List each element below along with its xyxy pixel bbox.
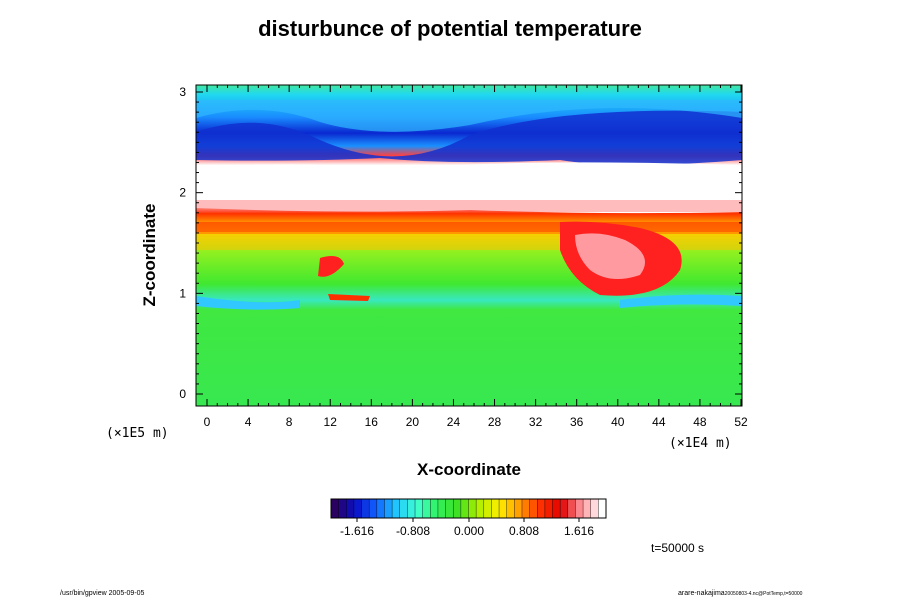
colorbar-cell bbox=[338, 499, 347, 518]
y-tick-label: 2 bbox=[179, 186, 186, 200]
heatmap-field bbox=[196, 85, 742, 406]
x-tick-label: 36 bbox=[570, 415, 584, 429]
colorbar-cell bbox=[415, 499, 424, 518]
colorbar-cell bbox=[361, 499, 370, 518]
colorbar-cell bbox=[544, 499, 554, 518]
colorbar-cell bbox=[346, 499, 355, 518]
colorbar-cell bbox=[590, 499, 599, 518]
x-tick-label: 28 bbox=[488, 415, 502, 429]
footer-right: arare-nakajima20050803-4.nc@PotTemp,t=50… bbox=[678, 590, 802, 597]
colorbar-cell bbox=[560, 499, 569, 518]
colorbar-cell bbox=[384, 499, 393, 518]
colorbar-cell bbox=[521, 499, 531, 518]
x-axis-label: X-coordinate bbox=[417, 460, 521, 479]
x-tick-label: 32 bbox=[529, 415, 543, 429]
colorbar-cell bbox=[331, 499, 340, 518]
colorbar-cell bbox=[491, 499, 500, 518]
colorbar-cell bbox=[567, 499, 576, 518]
colorbar-cell bbox=[476, 499, 485, 518]
colorbar-label: 0.808 bbox=[509, 524, 539, 538]
x-tick-label: 24 bbox=[447, 415, 461, 429]
colorbar-cell bbox=[583, 499, 592, 518]
colorbar-cell bbox=[399, 499, 408, 518]
colorbar-cell bbox=[430, 499, 439, 518]
x-tick-label: 4 bbox=[245, 415, 252, 429]
y-tick-label: 1 bbox=[179, 286, 186, 300]
x-tick-label: 48 bbox=[693, 415, 707, 429]
z-unit-label: (×1E5 m) bbox=[106, 426, 169, 441]
x-tick-label: 52 bbox=[734, 415, 748, 429]
x-tick-label: 40 bbox=[611, 415, 625, 429]
footer-right-main: arare-nakajima bbox=[678, 590, 725, 597]
colorbar-cell bbox=[437, 499, 447, 518]
x-tick-label: 12 bbox=[324, 415, 338, 429]
x-tick-label: 20 bbox=[406, 415, 420, 429]
colorbar-cell bbox=[353, 499, 363, 518]
x-unit-label: (×1E4 m) bbox=[669, 436, 732, 451]
x-tick-label: 16 bbox=[365, 415, 379, 429]
footer-right-small: 20050803-4.nc@PotTemp,t=50000 bbox=[724, 591, 803, 597]
y-tick-label: 0 bbox=[179, 387, 186, 401]
colorbar-label: -0.808 bbox=[396, 524, 430, 538]
x-axis: 0 4 8 12 16 20 24 28 32 36 40 44 48 52 bbox=[204, 85, 748, 429]
colorbar-cell bbox=[506, 499, 515, 518]
colorbar-cell bbox=[537, 499, 546, 518]
colorbar-label: 0.000 bbox=[454, 524, 484, 538]
colorbar-cell bbox=[468, 499, 477, 518]
y-axis: 0 1 2 3 bbox=[179, 85, 742, 401]
colorbar-cell bbox=[529, 499, 538, 518]
x-tick-label: 44 bbox=[652, 415, 666, 429]
footer-left: /usr/bin/gpview 2005-09-05 bbox=[60, 590, 145, 597]
colorbar-cell bbox=[575, 499, 584, 518]
colorbar-label: 1.616 bbox=[564, 524, 594, 538]
colorbar-cell bbox=[514, 499, 523, 518]
colorbar-cell bbox=[376, 499, 385, 518]
colorbar-cell bbox=[392, 499, 401, 518]
x-tick-label: 0 bbox=[204, 415, 211, 429]
chart-title: disturbunce of potential temperature bbox=[258, 16, 642, 41]
colorbar-cell bbox=[453, 499, 462, 518]
y-axis-label: Z-coordinate bbox=[140, 203, 159, 307]
y-tick-label: 3 bbox=[179, 85, 186, 99]
colorbar-cell bbox=[483, 499, 492, 518]
colorbar-cell bbox=[598, 499, 607, 518]
plot-frame bbox=[195, 84, 743, 407]
colorbar-label: -1.616 bbox=[340, 524, 374, 538]
x-tick-label: 8 bbox=[286, 415, 293, 429]
colorbar-cell bbox=[499, 499, 508, 518]
colorbar-cell bbox=[552, 499, 561, 518]
colorbar-cell bbox=[445, 499, 454, 518]
colorbar-cell bbox=[407, 499, 416, 518]
colorbar-cell bbox=[460, 499, 469, 518]
colorbar-cell bbox=[369, 499, 378, 518]
time-label: t=50000 s bbox=[651, 541, 705, 555]
colorbar: -1.616 -0.808 0.000 0.808 1.616 bbox=[330, 498, 607, 538]
colorbar-cell bbox=[422, 499, 431, 518]
